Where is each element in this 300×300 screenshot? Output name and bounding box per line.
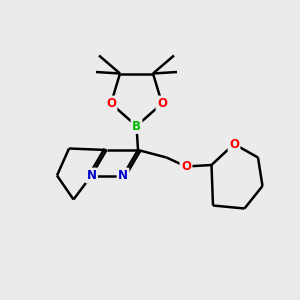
Text: O: O bbox=[181, 160, 191, 173]
Text: O: O bbox=[157, 97, 167, 110]
Text: N: N bbox=[86, 169, 97, 182]
Text: B: B bbox=[132, 119, 141, 133]
Text: N: N bbox=[118, 169, 128, 182]
Text: O: O bbox=[229, 137, 239, 151]
Text: O: O bbox=[106, 97, 116, 110]
